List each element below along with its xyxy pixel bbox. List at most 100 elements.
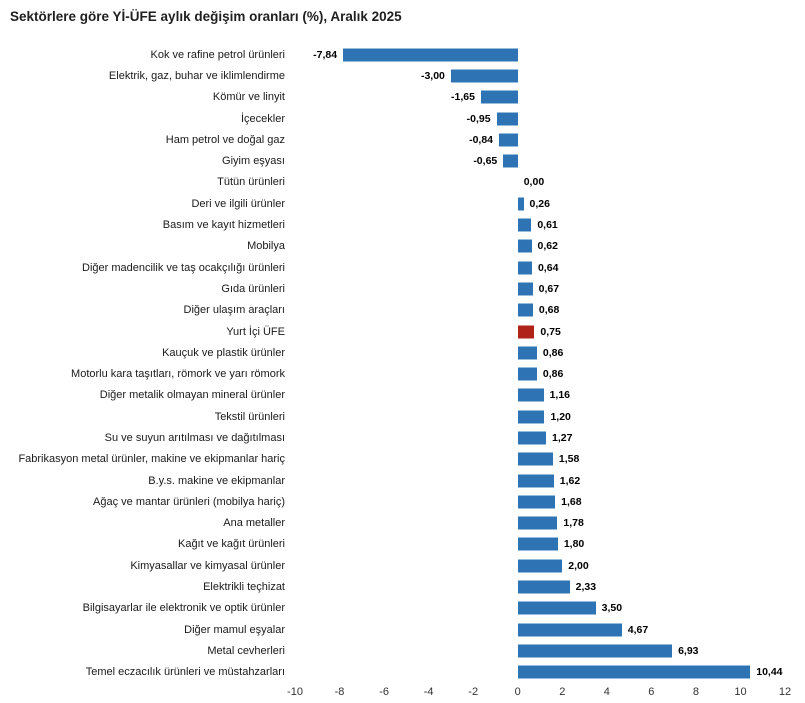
bar <box>517 474 554 488</box>
chart-row: Basım ve kayıt hizmetleri 0,61 <box>0 214 805 235</box>
category-label: Yurt İçi ÜFE <box>226 325 285 338</box>
bar <box>517 644 673 658</box>
bar <box>517 197 524 211</box>
category-label: Kömür ve linyit <box>212 91 285 104</box>
plot-area: 3,50 <box>295 598 785 619</box>
bar <box>517 665 751 679</box>
x-axis-tick: 6 <box>648 686 655 698</box>
bar <box>499 133 518 147</box>
category-label: Kauçuk ve plastik ürünler <box>162 346 285 359</box>
value-label: 2,33 <box>575 581 597 594</box>
plot-area: 0,68 <box>295 300 785 321</box>
plot-area: 1,20 <box>295 406 785 427</box>
chart-row: Temel eczacılık ürünleri ve müstahzarlar… <box>0 662 805 683</box>
bar <box>496 112 518 126</box>
bar <box>517 601 596 615</box>
plot-area: 10,44 <box>295 662 785 683</box>
category-label: Tütün ürünleri <box>217 176 285 189</box>
plot-area: 0,64 <box>295 257 785 278</box>
value-label: 0,86 <box>542 368 564 381</box>
category-label: İçecekler <box>240 112 285 125</box>
plot-area: -0,95 <box>295 108 785 129</box>
chart-row: Elektrik, gaz, buhar ve iklimlendirme -3,… <box>0 65 805 86</box>
category-label: Diğer ulaşım araçları <box>183 304 285 317</box>
bar <box>517 303 533 317</box>
plot-area: 1,78 <box>295 513 785 534</box>
bar <box>517 495 556 509</box>
value-label: 4,67 <box>627 623 649 636</box>
category-label: Ham petrol ve doğal gaz <box>165 133 285 146</box>
value-label: 0,61 <box>537 219 558 232</box>
chart-row: Tütün ürünleri 0,00 <box>0 172 805 193</box>
category-label: Gıda ürünleri <box>221 282 285 295</box>
value-label: 6,93 <box>678 644 699 657</box>
value-label: 0,67 <box>538 282 560 295</box>
category-label: Mobilya <box>247 240 285 253</box>
x-axis-tick: -4 <box>423 686 434 698</box>
category-label: Diğer madencilik ve taş ocakçılığı ürünl… <box>82 261 285 274</box>
value-label: 1,80 <box>563 538 585 551</box>
plot-area: 0,75 <box>295 321 785 342</box>
category-label: Tekstil ürünleri <box>214 410 285 423</box>
chart-row: Mobilya 0,62 <box>0 236 805 257</box>
chart-row: Yurt İçi ÜFE 0,75 <box>0 321 805 342</box>
value-label: 0,62 <box>537 240 558 253</box>
value-label: 0,64 <box>537 261 559 274</box>
chart-row: Deri ve ilgili ürünler 0,26 <box>0 193 805 214</box>
x-axis-tick: 0 <box>514 686 521 698</box>
chart-row: Giyim eşyası -0,65 <box>0 150 805 171</box>
value-label: -3,00 <box>420 69 445 82</box>
bar <box>517 367 537 381</box>
chart-row: Gıda ürünleri 0,67 <box>0 278 805 299</box>
plot-area: 1,16 <box>295 385 785 406</box>
chart-row: Kauçuk ve plastik ürünler 0,86 <box>0 342 805 363</box>
bar <box>517 537 558 551</box>
plot-area: 4,67 <box>295 619 785 640</box>
chart-row: Kömür ve linyit -1,65 <box>0 87 805 108</box>
value-label: 1,16 <box>549 389 570 402</box>
bar <box>343 48 518 62</box>
plot-area: -3,00 <box>295 65 785 86</box>
chart-row: Diğer madencilik ve taş ocakçılığı ürünl… <box>0 257 805 278</box>
category-label: Basım ve kayıt hizmetleri <box>162 219 285 232</box>
chart-row: Kok ve rafine petrol ürünleri -7,84 <box>0 44 805 65</box>
plot-area: 1,80 <box>295 534 785 555</box>
plot-area: 0,26 <box>295 193 785 214</box>
category-label: Diğer mamul eşyalar <box>184 623 285 636</box>
x-axis-tick: -2 <box>468 686 479 698</box>
value-label: 0,00 <box>523 176 545 189</box>
plot-area: -1,65 <box>295 87 785 108</box>
plot-area: 6,93 <box>295 640 785 661</box>
bar <box>517 559 563 573</box>
plot-area: 0,00 <box>295 172 785 193</box>
plot-area: 0,62 <box>295 236 785 257</box>
bar <box>517 261 532 275</box>
category-label: Metal cevherleri <box>207 644 285 657</box>
category-label: Temel eczacılık ürünleri ve müstahzarlar… <box>85 666 285 679</box>
chart-row: Ana metaller 1,78 <box>0 513 805 534</box>
category-label: Kok ve rafine petrol ürünleri <box>150 48 285 61</box>
value-label: 1,27 <box>552 431 573 444</box>
x-axis-tick: -6 <box>379 686 389 698</box>
bar-chart: Kok ve rafine petrol ürünleri -7,84 Elektr… <box>0 44 805 683</box>
bar <box>517 580 570 594</box>
bar <box>517 431 546 445</box>
value-label: 0,75 <box>540 325 561 338</box>
category-label: Elektrik, gaz, buhar ve iklimlendirme <box>108 69 285 82</box>
highlight-bar <box>517 325 535 338</box>
chart-row: Diğer ulaşım araçları 0,68 <box>0 300 805 321</box>
plot-area: 1,68 <box>295 491 785 512</box>
plot-area: 0,67 <box>295 278 785 299</box>
plot-area: -0,84 <box>295 129 785 150</box>
chart-row: B.y.s. makine ve ekipmanlar 1,62 <box>0 470 805 491</box>
chart-row: Diğer mamul eşyalar 4,67 <box>0 619 805 640</box>
value-label: 0,86 <box>542 346 564 359</box>
value-label: 0,68 <box>538 304 560 317</box>
value-label: 1,20 <box>550 410 571 423</box>
category-label: Fabrikasyon metal ürünler, makine ve eki… <box>18 453 285 466</box>
plot-area: 0,61 <box>295 214 785 235</box>
bar <box>517 623 622 637</box>
value-label: 1,62 <box>559 474 581 487</box>
category-label: Ağaç ve mantar ürünleri (mobilya hariç) <box>93 495 285 508</box>
chart-row: Metal cevherleri 6,93 <box>0 640 805 661</box>
